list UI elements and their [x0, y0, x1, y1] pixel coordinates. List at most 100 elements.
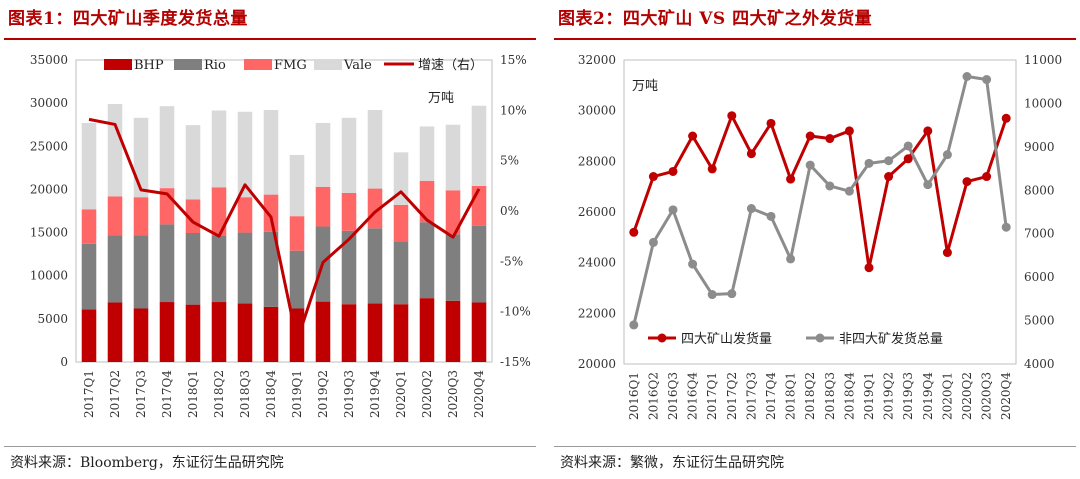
point-non-big-four-2016Q1 [629, 320, 639, 330]
y2-tick-label: 11000 [1024, 53, 1062, 67]
point-big-four-2020Q3 [982, 172, 992, 182]
line-big-four [632, 114, 1008, 270]
bar-bhp-2019Q4 [367, 303, 383, 362]
bar-fmg-2018Q4 [263, 194, 279, 232]
legend-swatch-fmg [244, 59, 272, 70]
legend-label-growth: 增速（右） [418, 58, 483, 73]
bar-vale-2019Q3 [341, 117, 357, 193]
x-tick-label: 2017Q3 [744, 372, 758, 420]
point-non-big-four-2019Q1 [864, 158, 874, 168]
point-big-four-2017Q1 [707, 164, 717, 174]
line-non-big-four [632, 75, 1008, 326]
y2-tick-label: -5% [500, 254, 523, 268]
point-non-big-four-2019Q4 [923, 180, 933, 190]
x-tick-label: 2018Q2 [803, 372, 817, 420]
point-non-big-four-2020Q4 [1001, 222, 1011, 232]
point-non-big-four-2017Q1 [707, 290, 717, 300]
bar-rio-2020Q1 [393, 241, 409, 305]
bar-rio-2019Q3 [341, 230, 357, 305]
legend-label-rio: Rio [204, 58, 226, 73]
bar-fmg-2018Q3 [237, 197, 253, 233]
bar-rio-2018Q1 [185, 233, 201, 305]
bar-fmg-2017Q2 [107, 196, 123, 236]
bar-vale-2017Q1 [81, 122, 97, 210]
bar-rio-2019Q4 [367, 228, 383, 304]
chart-panel-2: 图表2：四大矿山 VS 四大矿之外发货量 20000 22000 24000 2600… [550, 0, 1080, 479]
legend-swatch-bhp [104, 59, 132, 70]
x-tick-label: 2019Q2 [316, 370, 330, 418]
bar-rio-2017Q2 [107, 235, 123, 303]
y-tick-label: 15000 [30, 226, 68, 240]
bar-rio-2020Q3 [445, 234, 461, 301]
y2-tick-label: 10000 [1024, 96, 1062, 110]
x-tick-label: 2016Q4 [686, 372, 700, 420]
point-non-big-four-2018Q4 [844, 186, 854, 196]
y-tick-label: 0 [60, 355, 68, 369]
y2-tick-label: 4000 [1024, 357, 1055, 371]
bar-rio-2017Q4 [159, 224, 175, 303]
bar-vale-2019Q2 [315, 122, 331, 187]
y2-tick-label: 5% [500, 154, 519, 168]
plot-frame [75, 59, 493, 363]
bar-rio-2020Q4 [471, 225, 487, 303]
x-tick-label: 2016Q2 [646, 372, 660, 420]
chart-panel-1: 图表1：四大矿山季度发货总量 0 5000 10000 15000 20000 25000… [4, 9, 536, 471]
bar-bhp-2019Q2 [315, 301, 331, 362]
y-tick-label: 28000 [578, 154, 616, 168]
chart-2-plot: 20000 22000 24000 26000 28000 30000 32000 4000 5… [578, 53, 1062, 420]
point-non-big-four-2018Q1 [786, 254, 796, 264]
bar-bhp-2017Q2 [107, 302, 123, 362]
point-non-big-four-2020Q2 [962, 72, 972, 82]
x-tick-label: 2018Q3 [238, 370, 252, 418]
x-tick-label: 2019Q3 [901, 372, 915, 420]
chart-2-title: 图表2：四大矿山 VS 四大矿之外发货量 [558, 9, 873, 29]
legend-swatch-rio [174, 59, 202, 70]
point-big-four-2018Q4 [844, 126, 854, 136]
chart-1-plot: 0 5000 10000 15000 20000 25000 30000 35000 -15% -… [30, 53, 531, 418]
point-big-four-2017Q4 [766, 118, 776, 128]
point-big-four-2016Q4 [688, 131, 698, 141]
y-tick-label: 10000 [30, 269, 68, 283]
point-non-big-four-2016Q4 [688, 259, 698, 269]
bar-vale-2020Q3 [445, 124, 461, 191]
chart-1-source-rule [4, 446, 536, 447]
point-non-big-four-2019Q3 [903, 141, 913, 151]
y2-tick-label: 15% [500, 53, 527, 67]
x-tick-label: 2020Q4 [472, 370, 486, 418]
bar-vale-2018Q4 [263, 110, 279, 195]
chart-1-title-rule [4, 38, 536, 40]
y-tick-label: 5000 [37, 312, 68, 326]
point-big-four-2019Q2 [884, 172, 894, 182]
point-big-four-2017Q3 [746, 149, 756, 159]
bar-vale-2017Q4 [159, 106, 175, 189]
bar-bhp-2020Q4 [471, 302, 487, 362]
bar-rio-2020Q2 [419, 222, 435, 299]
x-tick-label: 2019Q1 [862, 372, 876, 420]
bar-bhp-2020Q1 [393, 304, 409, 362]
point-non-big-four-2017Q2 [727, 289, 737, 299]
bar-vale-2018Q1 [185, 125, 201, 200]
point-big-four-2016Q2 [648, 172, 658, 182]
y2-tick-label: 9000 [1024, 140, 1055, 154]
y2-tick-label: 8000 [1024, 183, 1055, 197]
point-non-big-four-2020Q3 [982, 75, 992, 85]
x-tick-label: 2019Q4 [921, 372, 935, 420]
bar-vale-2020Q1 [393, 152, 409, 205]
bar-vale-2019Q1 [289, 154, 305, 217]
chart-2-title-rule [554, 38, 1076, 40]
legend-label-vale: Vale [343, 58, 372, 73]
bar-rio-2018Q2 [211, 235, 227, 303]
point-non-big-four-2017Q4 [766, 211, 776, 221]
legend-label-bhp: BHP [134, 58, 164, 73]
bar-fmg-2019Q1 [289, 216, 305, 251]
y-tick-label: 25000 [30, 139, 68, 153]
point-big-four-2016Q1 [629, 227, 639, 237]
x-tick-label: 2020Q4 [999, 372, 1013, 420]
y-tick-label: 32000 [578, 53, 616, 67]
x-tick-label: 2018Q1 [186, 370, 200, 418]
legend-label-non-big-four: 非四大矿发货总量 [839, 331, 943, 347]
bar-rio-2018Q3 [237, 232, 253, 304]
bar-fmg-2017Q3 [133, 197, 149, 236]
growth-line [88, 117, 481, 343]
point-big-four-2020Q4 [1001, 113, 1011, 123]
